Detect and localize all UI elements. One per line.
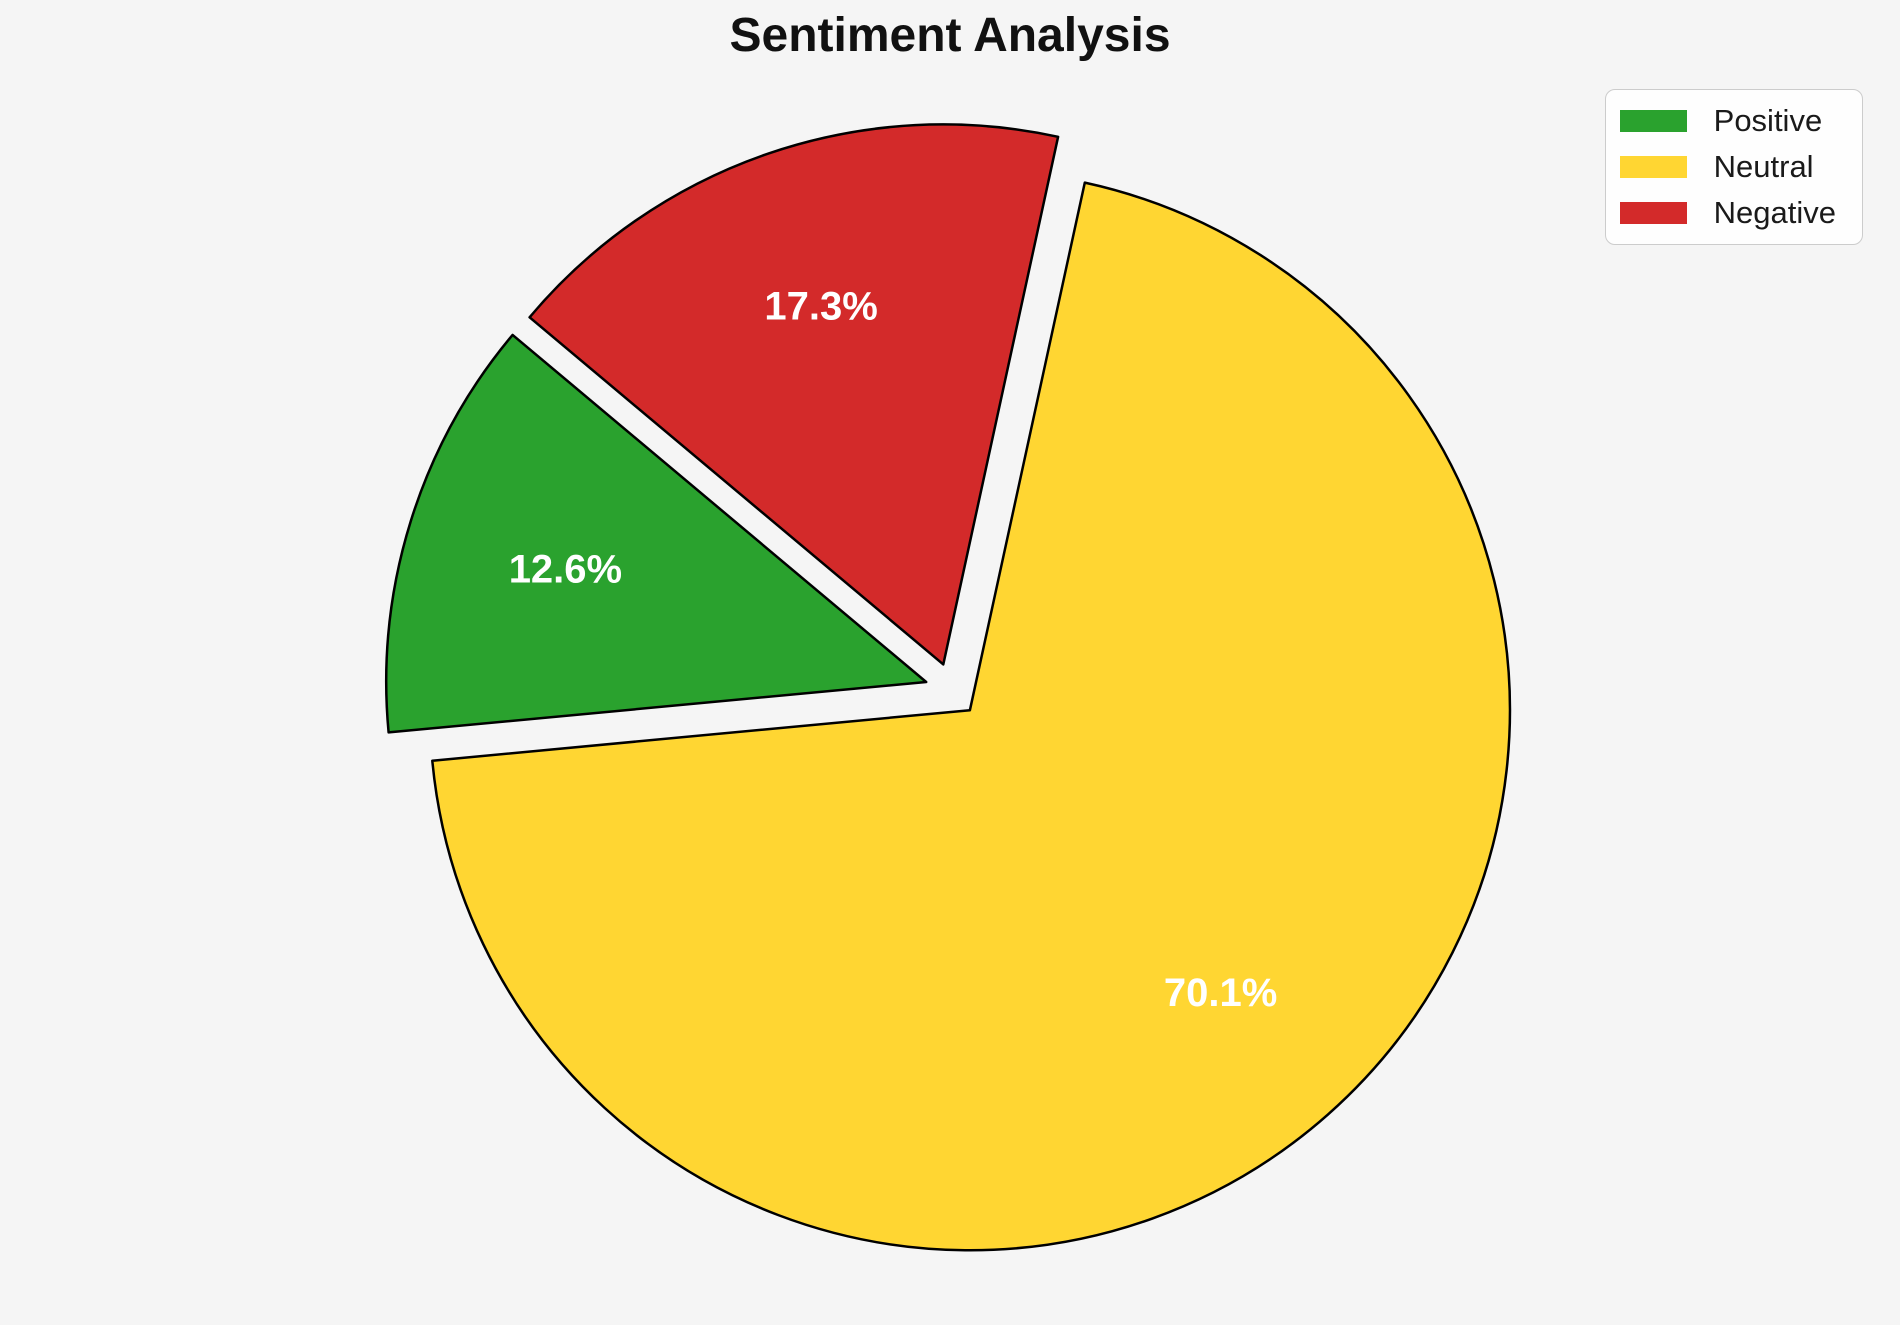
legend-item-neutral: Neutral <box>1619 149 1836 185</box>
legend-swatch-positive <box>1619 110 1687 132</box>
legend-label-negative: Negative <box>1713 195 1836 230</box>
pie-slice-negative <box>528 123 1060 666</box>
legend-item-positive: Positive <box>1619 103 1836 139</box>
pie-slice-positive <box>385 333 928 734</box>
pie-label-positive: 12.6% <box>509 547 622 591</box>
legend-label-neutral: Neutral <box>1713 149 1814 184</box>
pie-label-neutral: 70.1% <box>1164 971 1277 1015</box>
legend-label-positive: Positive <box>1713 103 1823 138</box>
legend-item-negative: Negative <box>1619 195 1836 231</box>
legend-swatch-neutral <box>1619 156 1687 178</box>
chart-title: Sentiment Analysis <box>729 9 1171 62</box>
pie-slice-neutral <box>431 181 1512 1252</box>
legend: Positive Neutral Negative <box>1604 89 1863 245</box>
legend-swatch-negative <box>1619 202 1687 224</box>
pie-label-negative: 17.3% <box>764 285 877 329</box>
